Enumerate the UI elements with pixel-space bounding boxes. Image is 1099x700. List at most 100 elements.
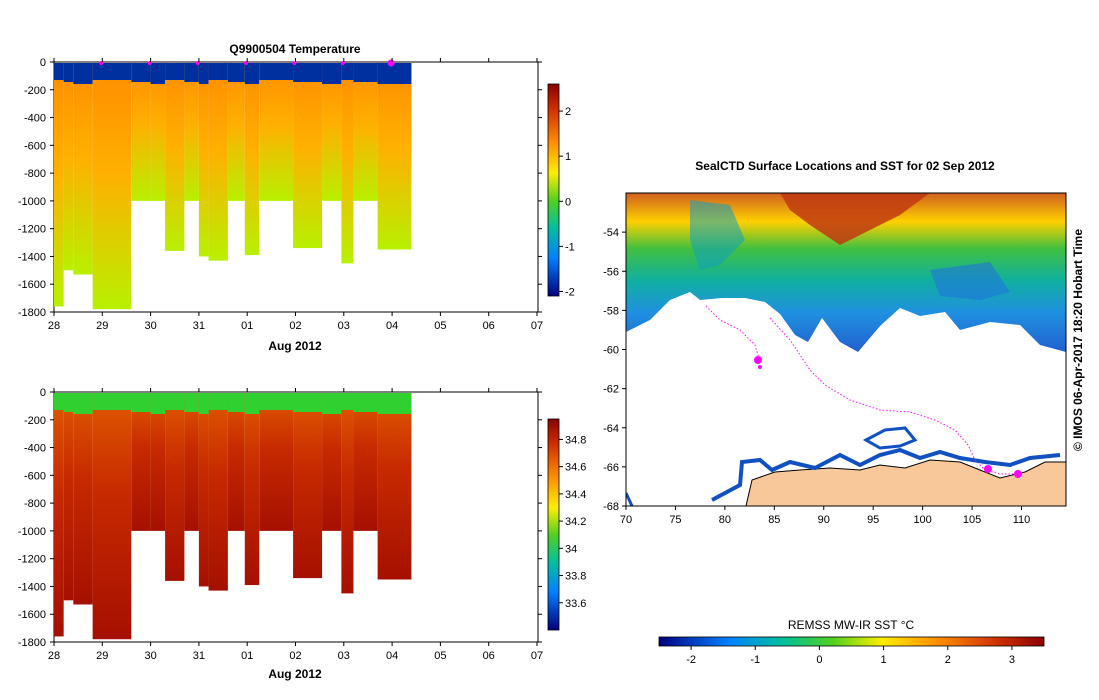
temperature-colorbar [547, 83, 560, 297]
sst-colorbar-tick-label: 2 [945, 654, 951, 666]
surface-layer [227, 63, 245, 82]
map-x-tick-label: 75 [669, 514, 681, 526]
x-tick-label: 28 [48, 320, 60, 332]
surface-layer [184, 393, 199, 412]
map-x-tick-label: 100 [913, 514, 931, 526]
temperature-colorbar-ticks: 2 1 0 -1 -2 [559, 106, 575, 298]
y-tick-label: -1600 [18, 609, 46, 621]
surface-layer [322, 393, 342, 414]
y-tick-label: -200 [24, 415, 46, 427]
surface-layer [150, 393, 166, 414]
y-tick-label: -400 [24, 443, 46, 455]
surface-layer [293, 63, 323, 82]
temperature-columns [54, 63, 412, 310]
profile-column [131, 393, 151, 531]
surface-layer [165, 393, 185, 410]
surface-layer [54, 63, 64, 80]
profile-column [150, 393, 166, 531]
surface-layer [293, 393, 323, 412]
map-x-tick-label: 70 [620, 514, 632, 526]
surface-layer [54, 393, 64, 410]
sst-colorbar-tick-label: -2 [686, 654, 696, 666]
surface-layer [322, 63, 342, 84]
surface-layer [150, 63, 166, 84]
y-tick-label: -1800 [18, 307, 46, 319]
colorbar-tick-label: -1 [565, 241, 575, 253]
seal-track [705, 305, 1015, 475]
x-tick-label: 04 [386, 650, 398, 662]
y-tick-label: -1600 [18, 279, 46, 291]
profile-column [227, 63, 245, 201]
profile-column [92, 393, 132, 640]
colorbar-tick-label: 33.6 [565, 598, 586, 610]
surface-layer [353, 63, 378, 82]
profile-column [63, 63, 74, 271]
profile-column [377, 63, 412, 250]
seal-location-marker [758, 365, 762, 369]
x-tick-label: 05 [434, 650, 446, 662]
profile-column [165, 63, 185, 251]
surface-layer [73, 63, 93, 84]
map-y-tick-label: -64 [603, 423, 619, 435]
x-tick-label: 29 [96, 650, 108, 662]
surface-layer [63, 63, 74, 82]
profile-column [341, 63, 354, 264]
surface-layer [259, 63, 294, 80]
profile-column [341, 393, 354, 594]
map-y-tick-label: -68 [603, 501, 619, 513]
x-tick-label: 30 [144, 320, 156, 332]
profile-column [322, 393, 342, 531]
sst-colorbar-tick-label: -1 [750, 654, 760, 666]
credit-text: © IMOS 06-Apr-2017 18:20 Hobart Time [1071, 229, 1085, 451]
y-tick-label: -800 [24, 168, 46, 180]
seal-location-marker [984, 465, 992, 473]
surface-layer [341, 393, 354, 410]
salinity-columns [54, 393, 412, 640]
y-tick-label: -200 [24, 85, 46, 97]
sea-ice-patch [626, 492, 634, 506]
x-tick-label: 05 [434, 320, 446, 332]
colorbar-tick-label: 2 [565, 106, 571, 118]
temperature-title: Q9900504 Temperature [229, 42, 361, 56]
x-tick-label: 30 [144, 650, 156, 662]
map-x-tick-label: 110 [1013, 514, 1031, 526]
profile-column [63, 393, 74, 601]
x-tick-label: 07 [531, 320, 543, 332]
profile-column [227, 393, 245, 531]
surface-layer [184, 63, 199, 82]
temperature-panel: Q9900504 Temperature 0 -200 -400 -600 -800 -1… [18, 42, 575, 353]
map-y-tick-label: -60 [603, 345, 619, 357]
map-y-tick-label: -54 [603, 227, 619, 239]
x-tick-label: 28 [48, 650, 60, 662]
surface-layer [259, 393, 294, 410]
surface-layer [131, 63, 151, 82]
map-y-tick-label: -62 [603, 384, 619, 396]
profile-column [293, 393, 323, 579]
cool-sst-patch [690, 200, 745, 270]
colorbar-tick-label: 0 [565, 196, 571, 208]
x-tick-label: 03 [338, 650, 350, 662]
surface-layer [244, 393, 260, 414]
seal-location-marker [1014, 470, 1022, 478]
map-y-tick-label: -66 [603, 462, 619, 474]
map-title: SealCTD Surface Locations and SST for 02… [695, 159, 995, 173]
profile-column [165, 393, 185, 581]
profile-column [259, 393, 294, 531]
sst-colorbar-ticks: -2 -1 0 1 2 3 [686, 646, 1015, 666]
profile-column [244, 63, 260, 256]
profile-column [353, 63, 378, 201]
profile-column [322, 63, 342, 201]
map-x-tick-label: 80 [719, 514, 731, 526]
sea-ice-edge [711, 447, 1061, 502]
sst-colorbar-tick-label: 1 [881, 654, 887, 666]
surface-layer [165, 63, 185, 80]
profile-column [198, 63, 209, 257]
profile-column [293, 63, 323, 249]
sst-colorbar [658, 636, 1045, 647]
salinity-x-axis: 28 29 30 31 01 02 03 04 05 06 07 [48, 388, 543, 662]
profile-column [184, 63, 199, 201]
surface-layer [244, 63, 260, 84]
surface-layer [208, 393, 228, 410]
x-tick-label: 31 [193, 320, 205, 332]
surface-layer [341, 63, 354, 80]
